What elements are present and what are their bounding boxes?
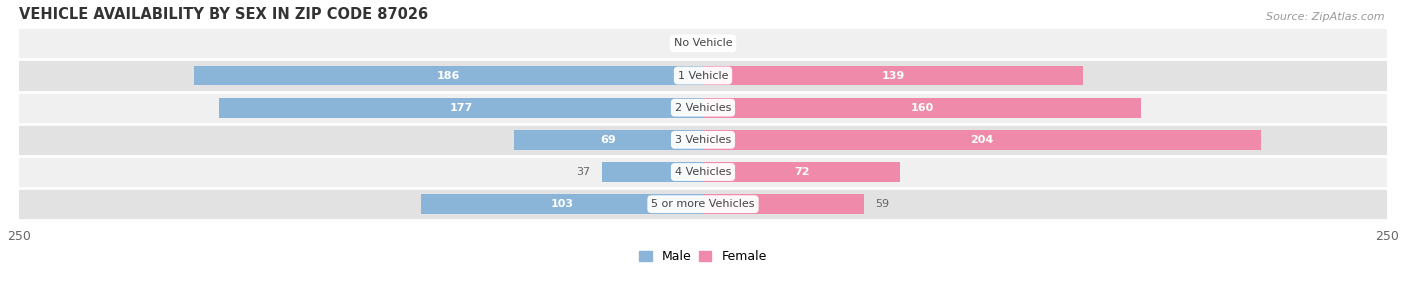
Bar	[422, 194, 703, 214]
Text: 5 or more Vehicles: 5 or more Vehicles	[651, 199, 755, 209]
Text: No Vehicle: No Vehicle	[673, 38, 733, 48]
Text: 139: 139	[882, 70, 905, 81]
Bar	[219, 98, 703, 118]
Text: 103: 103	[551, 199, 574, 209]
Text: 160: 160	[910, 103, 934, 113]
Text: 37: 37	[576, 167, 591, 177]
Text: 0: 0	[688, 38, 695, 48]
Bar	[602, 162, 703, 182]
Bar	[194, 66, 703, 85]
Bar	[703, 162, 900, 182]
Bar	[18, 27, 1388, 59]
Text: 177: 177	[449, 103, 472, 113]
Bar	[18, 59, 1388, 92]
Text: VEHICLE AVAILABILITY BY SEX IN ZIP CODE 87026: VEHICLE AVAILABILITY BY SEX IN ZIP CODE …	[18, 7, 427, 22]
Bar	[703, 66, 1084, 85]
Text: 0: 0	[711, 38, 718, 48]
Bar	[18, 156, 1388, 188]
Text: 69: 69	[600, 135, 616, 145]
Text: 204: 204	[970, 135, 994, 145]
Text: 3 Vehicles: 3 Vehicles	[675, 135, 731, 145]
Bar	[18, 124, 1388, 156]
Legend: Male, Female: Male, Female	[634, 245, 772, 268]
Bar	[703, 98, 1140, 118]
Text: 1 Vehicle: 1 Vehicle	[678, 70, 728, 81]
Bar	[18, 188, 1388, 220]
Text: Source: ZipAtlas.com: Source: ZipAtlas.com	[1267, 12, 1385, 22]
Text: 72: 72	[794, 167, 810, 177]
Bar	[703, 130, 1261, 150]
Text: 2 Vehicles: 2 Vehicles	[675, 103, 731, 113]
Text: 4 Vehicles: 4 Vehicles	[675, 167, 731, 177]
Bar	[18, 92, 1388, 124]
Bar	[515, 130, 703, 150]
Bar	[703, 194, 865, 214]
Text: 186: 186	[437, 70, 460, 81]
Text: 59: 59	[876, 199, 890, 209]
